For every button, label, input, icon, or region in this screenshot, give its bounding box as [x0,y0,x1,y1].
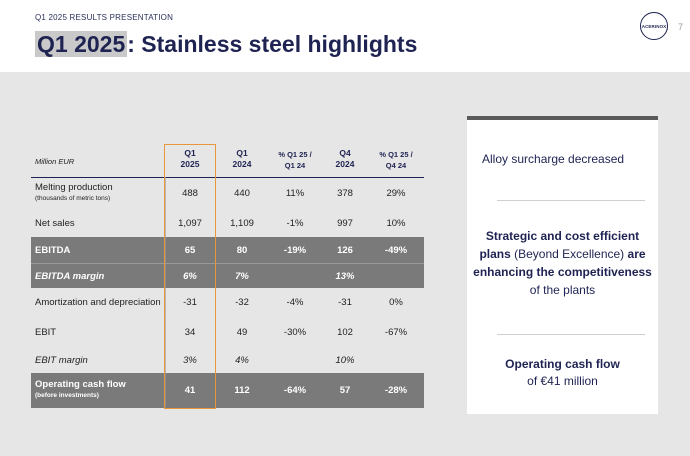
cell: 440 [234,188,250,199]
cell: 3% [183,354,197,366]
column-divider [165,177,166,407]
cell: 10% [335,354,355,366]
cell: 4% [235,354,249,366]
table-row: EBITDA margin 6% 7% 13% [31,263,424,288]
page-number: 7 [678,22,684,32]
strategy-note: Strategic and cost efficient plans (Beyo… [473,229,652,297]
table-header-row: Million EUR Q1 2025 Q1 2024 % Q1 25 /Q1 24… [31,146,424,176]
cell: 0% [389,297,403,308]
cell: 1,097 [178,217,202,229]
row-label: Operating cash flow (before investments) [35,379,126,399]
cell: 41 [184,385,196,396]
cell: -28% [384,385,408,396]
row-label: EBITDA margin [35,270,105,282]
current-quarter-highlight [164,144,216,409]
cell: -49% [384,244,408,256]
row-label: EBIT margin [35,354,88,366]
cell: -30% [283,326,307,338]
row-label: Melting production (thousands of metric t… [35,182,113,202]
cell: 102 [337,326,353,338]
col-header-q1-2024: Q1 2024 [232,148,252,169]
cash-flow-note: Operating cash flow of €41 million [505,357,620,388]
title-highlight: Q1 2025 [35,31,128,57]
cell: -1% [286,217,304,229]
cell: 7% [235,270,249,282]
col-header-q1-2025: Q1 2025 [180,148,200,169]
col-header-q4-2024: Q4 2024 [335,148,355,169]
cell: 378 [337,188,353,199]
table-row: EBITDA 65 80 -19% 126 -49% [31,237,424,263]
cell: 6% [183,270,197,282]
table-row: Operating cash flow (before investments) … [31,373,424,408]
table-row: EBIT margin 3% 4% 10% [31,347,424,373]
highlights-card: Alloy surcharge decreased Strategic and … [467,116,658,414]
cell: 34 [184,326,196,338]
header: Q1 2025 RESULTS PRESENTATION Q1 2025: St… [0,0,690,72]
unit-label: Million EUR [35,157,75,166]
cell: 1,109 [230,217,254,229]
table-row: EBIT 34 49 -30% 102 -67% [31,318,424,346]
presentation-kicker: Q1 2025 RESULTS PRESENTATION [35,13,174,22]
cell: 29% [386,188,406,199]
cell: -64% [283,385,307,396]
cell: 65 [184,244,196,256]
cell: 80 [236,244,248,256]
row-label: Amortization and depreciation [35,297,161,308]
cell: -31 [338,297,352,308]
alloy-surcharge-note: Alloy surcharge decreased [482,152,625,166]
title-text: : Stainless steel highlights [127,31,418,57]
cell: 997 [337,217,353,229]
card-divider [497,334,645,335]
cell: 49 [236,326,248,338]
card-divider [497,200,645,201]
cell: 57 [339,385,351,396]
table-row: Amortization and depreciation -31 -32 -4… [31,288,424,317]
row-label: Net sales [35,217,75,229]
cell: -67% [384,326,408,338]
cell: 11% [285,188,305,199]
page-title: Q1 2025: Stainless steel highlights [35,31,417,58]
cell: 488 [182,188,198,199]
cell: -32 [235,297,249,308]
col-header-pct-q1: % Q1 25 /Q1 24 [278,150,312,170]
cell: -31 [183,297,197,308]
col-header-pct-q4: % Q1 25 /Q4 24 [379,150,413,170]
cell: 10% [386,217,406,229]
cell: -19% [283,244,307,256]
logo-text: ACERINOX [641,23,667,29]
cell: 13% [335,270,355,282]
cell: 126 [337,244,353,256]
row-label: EBITDA [35,244,71,256]
header-divider [31,177,424,178]
card-top-bar [467,116,658,120]
cell: 112 [234,385,250,396]
table-row: Net sales 1,097 1,109 -1% 997 10% [31,209,424,237]
table-row: Melting production (thousands of metric t… [31,179,424,208]
acerinox-logo: ACERINOX [640,12,668,40]
cell: -4% [286,297,304,308]
row-label: EBIT [35,326,57,338]
